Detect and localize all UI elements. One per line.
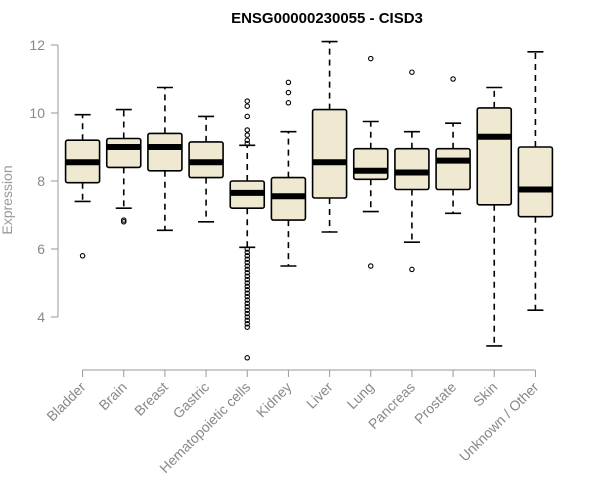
outlier-point (244, 140, 251, 147)
box-skin (476, 86, 513, 347)
iqr-box (352, 147, 389, 181)
x-tick-label: Lung (344, 379, 377, 412)
outlier-point (244, 324, 251, 330)
outlier-point (121, 217, 127, 223)
x-tick-label: Liver (303, 379, 336, 412)
outlier-point (409, 266, 415, 273)
outlier-point (244, 266, 251, 273)
y-tick-label: 6 (37, 241, 45, 257)
outlier-point (285, 100, 292, 106)
outlier-point (244, 103, 251, 109)
y-tick-label: 10 (29, 105, 45, 121)
outlier-point (244, 249, 251, 256)
box-prostate (435, 76, 471, 215)
outlier-point (244, 283, 251, 290)
chart-title: ENSG00000230055 - CISD3 (231, 10, 423, 27)
box-lung (352, 55, 389, 269)
y-axis-label: Expression (0, 165, 15, 234)
outlier-point (244, 98, 251, 104)
box-hematopoietic-cells (229, 98, 266, 361)
y-tick-label: 12 (29, 37, 45, 53)
outlier-point (244, 253, 251, 259)
outlier-point (244, 273, 251, 279)
x-tick-label: Bladder (43, 379, 89, 425)
iqr-box (435, 147, 471, 191)
outlier-point (244, 300, 251, 307)
x-tick-label: Kidney (253, 379, 295, 421)
outlier-point (244, 270, 251, 276)
y-tick-label: 4 (37, 309, 45, 325)
outlier-point (285, 89, 292, 96)
outlier-point (244, 321, 251, 327)
y-axis: 4 6 8 10 12 (29, 37, 59, 325)
x-tick-label: Prostate (411, 379, 459, 427)
outlier-point (285, 79, 292, 86)
outlier-point (367, 55, 374, 62)
box-bladder (64, 113, 101, 259)
x-tick-label: Brain (95, 379, 129, 413)
iqr-box (394, 147, 430, 191)
outlier-point (450, 76, 456, 82)
box-breast (147, 86, 183, 232)
y-tick-label: 8 (37, 173, 45, 189)
outlier-point (244, 280, 251, 286)
outlier-point (244, 307, 251, 313)
outlier-point (244, 246, 251, 252)
x-tick-label: Skin (470, 379, 501, 410)
box-unknown-other (517, 50, 554, 312)
box-kidney (270, 79, 307, 267)
outlier-point (244, 287, 251, 293)
outlier-point (244, 276, 251, 283)
outlier-point (244, 297, 251, 303)
outlier-point (244, 259, 251, 266)
outlier-point (409, 69, 415, 75)
box-liver (311, 40, 348, 233)
outlier-point (244, 310, 251, 317)
outlier-point (244, 137, 251, 143)
outlier-point (244, 256, 251, 262)
iqr-box (517, 146, 554, 218)
iqr-box (147, 132, 183, 172)
box-brain (105, 108, 142, 225)
outlier-point (367, 263, 374, 269)
outlier-point (244, 293, 251, 300)
iqr-box (105, 137, 142, 169)
box-gastric (188, 115, 224, 223)
outlier-point (244, 127, 251, 133)
iqr-box (476, 107, 513, 206)
outlier-point (244, 113, 251, 120)
outlier-point (79, 253, 86, 259)
boxes-group (64, 40, 554, 361)
outlier-point (244, 263, 251, 269)
outlier-point (244, 317, 251, 324)
outlier-point (244, 355, 251, 361)
outlier-point (244, 304, 251, 310)
box-pancreas (394, 69, 430, 273)
outlier-point (244, 132, 251, 138)
outlier-point (121, 219, 127, 225)
iqr-box (311, 108, 348, 199)
outlier-point (244, 314, 251, 320)
x-tick-label: Breast (131, 379, 171, 419)
outlier-point (244, 290, 251, 296)
